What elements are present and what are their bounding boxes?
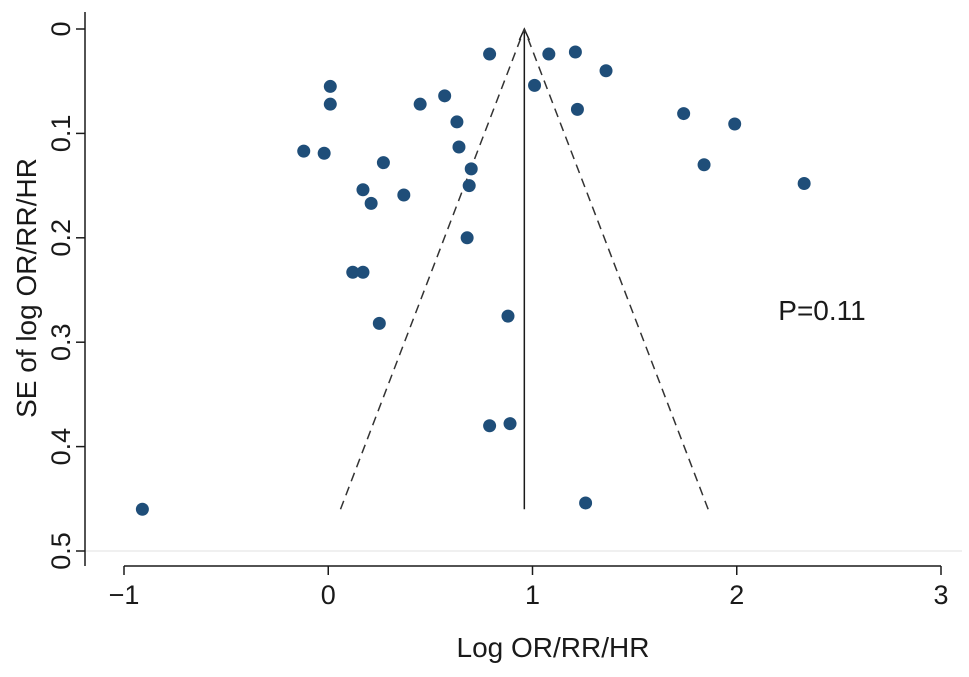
data-point: [356, 183, 370, 197]
data-point: [413, 97, 427, 111]
x-tick-label: 0: [321, 580, 336, 610]
data-point: [450, 115, 464, 129]
data-point: [135, 502, 149, 516]
data-point: [462, 179, 476, 193]
data-point: [364, 196, 378, 210]
chart-labels: SE of log OR/RR/HR Log OR/RR/HR P=0.11: [11, 158, 866, 663]
y-tick-label: 0: [46, 21, 76, 36]
data-point: [797, 177, 811, 191]
data-point: [317, 146, 331, 160]
data-points: [135, 45, 811, 516]
y-axis-title: SE of log OR/RR/HR: [11, 158, 42, 418]
y-tick-label: 0.4: [46, 428, 76, 466]
axes: 0 0.1 0.2 0.3 0.4 0.5 −1 0 1 2 3: [46, 12, 962, 610]
data-point: [438, 89, 452, 103]
data-point: [464, 162, 478, 176]
data-point: [501, 309, 515, 323]
data-point: [728, 117, 742, 131]
data-point: [376, 156, 390, 170]
x-tick-label: −1: [109, 580, 140, 610]
data-point: [528, 78, 542, 92]
data-point: [697, 158, 711, 172]
funnel-left-limit-line: [339, 28, 526, 510]
x-tick-label: 2: [729, 580, 744, 610]
data-point: [568, 45, 582, 59]
data-point: [599, 64, 613, 78]
data-point: [483, 47, 497, 61]
data-point: [346, 265, 360, 279]
funnel-right-limit-line: [523, 28, 709, 510]
data-point: [297, 144, 311, 158]
data-point: [483, 419, 497, 433]
data-point: [460, 231, 474, 245]
data-point: [372, 316, 386, 330]
funnel-lines: [339, 27, 709, 510]
y-tick-label: 0.1: [46, 115, 76, 153]
data-point: [579, 496, 593, 510]
y-tick-label: 0.3: [46, 323, 76, 361]
data-point: [323, 97, 337, 111]
y-tick-label: 0.2: [46, 219, 76, 257]
p-value-annotation: P=0.11: [778, 295, 865, 326]
data-point: [503, 417, 517, 431]
data-point: [323, 79, 337, 93]
x-tick-label: 1: [525, 580, 540, 610]
data-point: [356, 265, 370, 279]
data-point: [397, 188, 411, 202]
data-point: [570, 102, 584, 116]
x-axis-title: Log OR/RR/HR: [457, 632, 650, 663]
x-tick-label: 3: [933, 580, 948, 610]
data-point: [677, 107, 691, 121]
data-point: [542, 47, 556, 61]
data-point: [452, 140, 466, 154]
y-tick-label: 0.5: [46, 532, 76, 570]
